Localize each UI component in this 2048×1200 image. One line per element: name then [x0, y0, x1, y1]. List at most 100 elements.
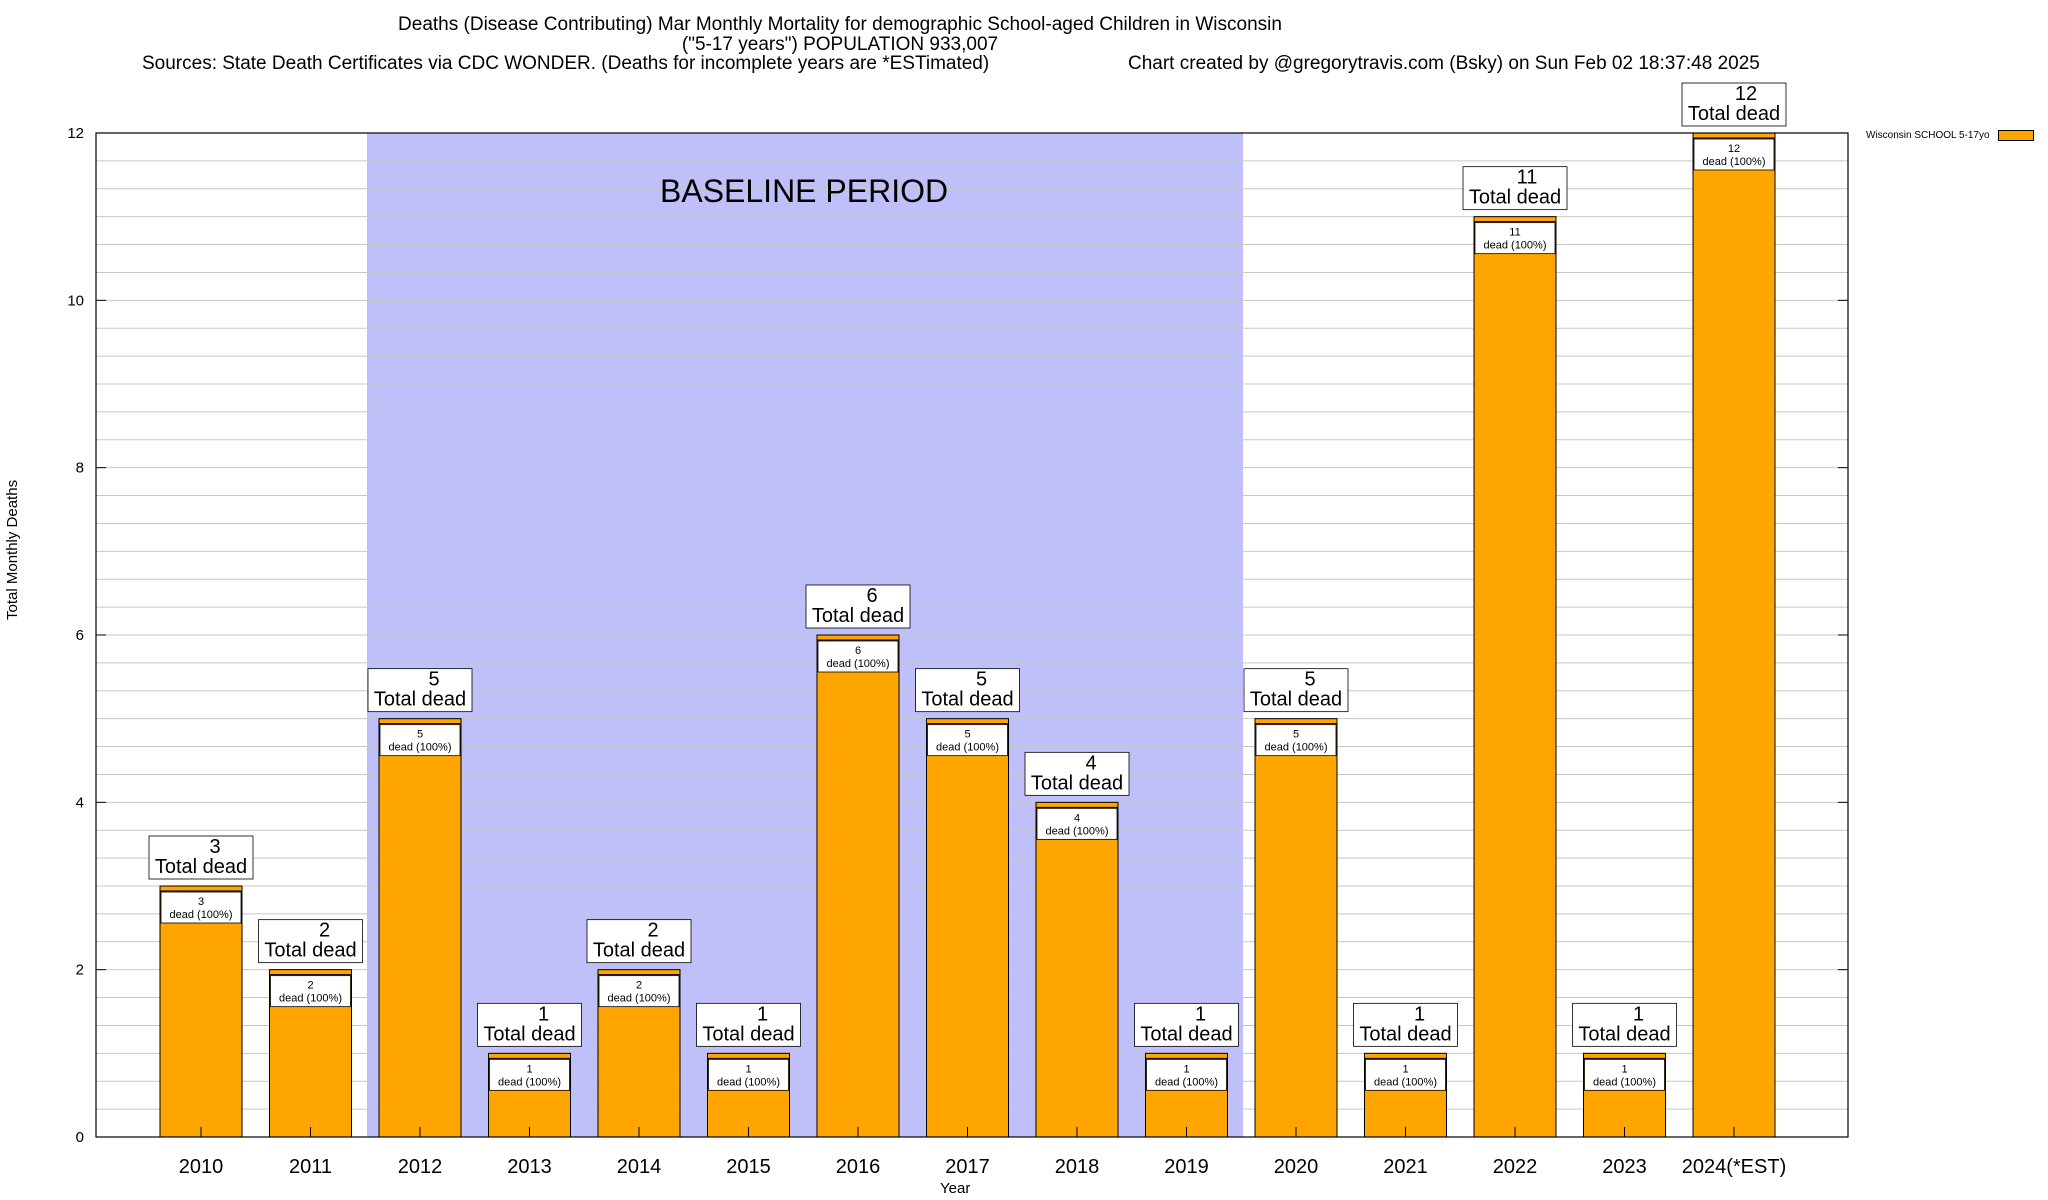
bar-inner-label-box [1693, 138, 1775, 171]
x-tick-label: 2022 [1493, 1156, 1538, 1178]
y-tick-label: 2 [76, 962, 84, 979]
x-tick-label: 2010 [179, 1156, 224, 1178]
bar-inner-label-box [927, 724, 1008, 757]
chart-titles: Deaths (Disease Contributing) Mar Monthl… [0, 0, 2048, 80]
x-tick-label: 2013 [507, 1156, 552, 1178]
bar-inner-label-box [379, 724, 461, 757]
bar-total-value: 6 [866, 585, 877, 607]
legend-swatch [1997, 130, 2034, 141]
chart-title: Deaths (Disease Contributing) Mar Monthl… [398, 14, 1282, 35]
y-axis-label: Total Monthly Deaths [4, 479, 21, 620]
bar-inner-label-box [1036, 807, 1118, 840]
chart-credit: Chart created by @gregorytravis.com (Bsk… [1128, 53, 1760, 74]
bar-inner-label: dead (100%) [1265, 742, 1328, 754]
x-tick-label: 2021 [1383, 1156, 1428, 1178]
bar-inner-value: 1 [745, 1063, 751, 1075]
bar-inner-label: dead (100%) [1046, 825, 1109, 837]
bar-inner-label: dead (100%) [1484, 240, 1547, 252]
bar-inner-label-box [160, 891, 242, 924]
bar-total-value: 1 [538, 1003, 549, 1025]
bar [1035, 801, 1119, 1138]
bar-total-value: 4 [1085, 752, 1096, 774]
bar-inner-value: 3 [198, 896, 204, 908]
bar-total-label: Total dead [921, 689, 1013, 711]
x-tick-label: 2011 [289, 1156, 332, 1178]
bar-total-label: Total dead [1469, 187, 1561, 209]
bar-inner-value: 1 [1183, 1063, 1189, 1075]
bar-inner-value: 1 [526, 1063, 532, 1075]
x-tick-label: 2023 [1602, 1156, 1647, 1178]
bar-total-label: Total dead [483, 1023, 575, 1045]
bar-inner-label: dead (100%) [170, 909, 233, 921]
chart-subtitle: ("5-17 years") POPULATION 933,007 [681, 34, 999, 55]
bar-inner-label: dead (100%) [1703, 156, 1766, 168]
bar [1473, 216, 1557, 1138]
legend-label: Wisconsin SCHOOL 5-17yo [1866, 130, 1990, 141]
y-tick-label: 10 [67, 292, 84, 309]
bar-total-value: 2 [647, 920, 658, 942]
bar [1254, 718, 1338, 1138]
bar-total-value: 11 [1517, 167, 1538, 189]
baseline-period-label: BASELINE PERIOD [660, 173, 949, 209]
bar [159, 885, 243, 1138]
bar-inner-label: dead (100%) [608, 993, 671, 1005]
bar-total-value: 12 [1735, 83, 1757, 105]
bar-total-value: 1 [1633, 1003, 1644, 1025]
bar-inner-value: 2 [307, 980, 313, 992]
y-tick-label: 4 [76, 794, 84, 811]
bar [1692, 132, 1776, 1138]
bar-total-label: Total dead [812, 605, 904, 627]
x-tick-label: 2016 [836, 1156, 881, 1178]
y-tick-label: 8 [76, 460, 84, 477]
x-tick-label: 2017 [945, 1156, 990, 1178]
bar-total-label: Total dead [593, 940, 685, 962]
bar-total-label: Total dead [1578, 1023, 1670, 1045]
bar-inner-label-box [1474, 222, 1556, 255]
x-tick-labels: 2010 2011 2012 2013 2014 2015 2016 2017 2018 2019… [179, 1127, 1786, 1178]
bar-total-label: Total dead [1140, 1023, 1232, 1045]
bar-total-label-box [1243, 668, 1349, 713]
bar-total-value: 3 [209, 836, 220, 858]
bar-total-label-box [1681, 82, 1787, 127]
bar-total-label: Total dead [1688, 103, 1780, 125]
bar-total-label: Total dead [702, 1023, 794, 1045]
bar-inner-value: 5 [417, 729, 423, 741]
bar-total-label: Total dead [1250, 689, 1342, 711]
bar-inner-label-box [1255, 724, 1337, 757]
x-tick-label: 2014 [617, 1156, 662, 1178]
bar-inner-label: dead (100%) [936, 742, 999, 754]
x-tick-label: 2012 [398, 1156, 443, 1178]
bar-inner-label: dead (100%) [498, 1076, 561, 1088]
bar-inner-label-box [817, 640, 899, 673]
bar [816, 634, 900, 1138]
bar-total-value: 5 [1304, 669, 1315, 691]
bar-total-label-box [1462, 166, 1568, 211]
bar-total-label-box [477, 1002, 582, 1047]
bar-total-label-box [148, 835, 254, 880]
x-tick-label: 2018 [1055, 1156, 1100, 1178]
bar-total-value: 1 [1195, 1003, 1206, 1025]
bar-inner-value: 4 [1074, 812, 1080, 824]
bar-total-label: Total dead [264, 940, 356, 962]
bar-inner-label-box [1365, 1058, 1446, 1091]
bar-total-label-box [1572, 1002, 1677, 1047]
bar-inner-value: 5 [1293, 729, 1299, 741]
bar-inner-label-box [1146, 1058, 1227, 1091]
bar-total-label: Total dead [374, 689, 466, 711]
x-axis-label: Year [940, 1180, 971, 1197]
bar-inner-label-box [489, 1058, 570, 1091]
bar-total-value: 1 [757, 1003, 768, 1025]
bar-total-value: 5 [428, 669, 439, 691]
